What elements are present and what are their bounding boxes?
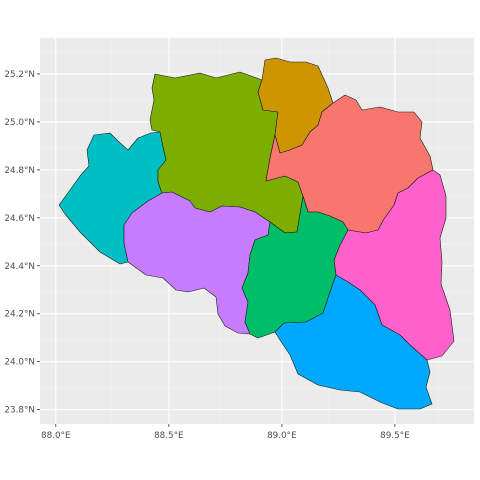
y-tick-label: 24.0°N: [4, 358, 35, 368]
y-tick-label: 24.2°N: [4, 310, 35, 320]
x-tick-label: 88.0°E: [41, 431, 71, 441]
x-tick-label: 89.0°E: [267, 431, 297, 441]
y-tick-label: 24.6°N: [4, 214, 35, 224]
y-tick-label: 25.0°N: [4, 118, 35, 128]
axis-tick-labels: 88.0°E 88.5°E 89.0°E 89.5°E 23.8°N 24.0°N 24.2…: [4, 70, 409, 441]
y-tick-label: 25.2°N: [4, 70, 35, 80]
axis-ticks: [37, 73, 396, 427]
regions: [58, 57, 455, 410]
y-tick-label: 24.4°N: [4, 262, 35, 272]
y-tick-label: 23.8°N: [4, 406, 35, 416]
x-tick-label: 88.5°E: [154, 431, 184, 441]
region-south: [274, 274, 433, 410]
y-tick-label: 24.8°N: [4, 166, 35, 176]
x-tick-label: 89.5°E: [380, 431, 410, 441]
